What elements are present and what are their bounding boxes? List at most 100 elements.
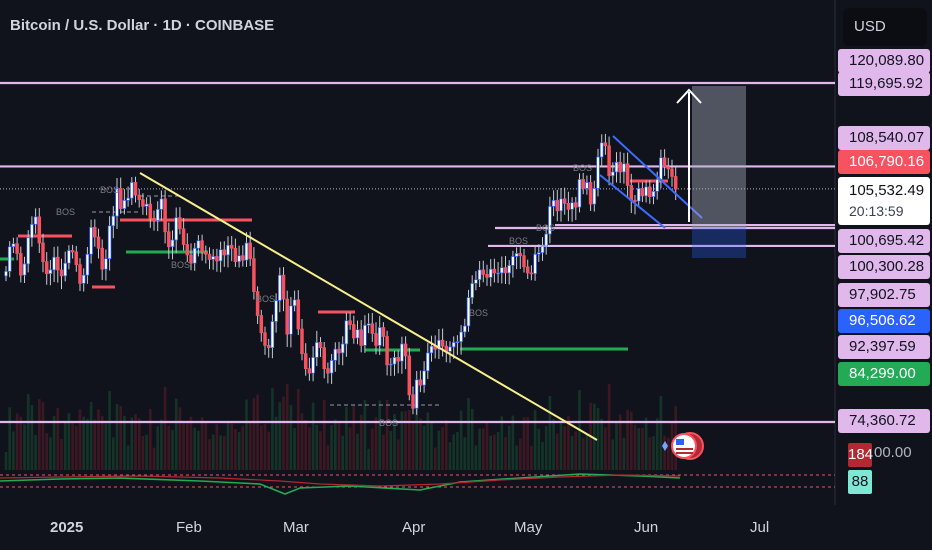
channel-upper-line [612,135,703,219]
candle-body [437,339,441,350]
bos-label: BOS [100,185,119,195]
candle-body [481,269,486,275]
volume-bar [411,422,415,470]
volume-bar [182,421,185,470]
volume-bar [504,437,507,470]
candle-body [618,161,622,173]
candle-body [189,254,193,264]
candle-body [226,244,230,256]
candle-body [96,236,101,249]
candle-body [67,250,71,264]
candle-body [37,216,42,244]
candle-body [52,256,56,271]
volume-bar [544,426,548,470]
candle-body [577,179,582,208]
candle-body [555,200,560,212]
volume-bar [67,413,71,470]
candle-body [673,176,678,190]
candle-body [159,198,164,210]
candle-body [4,271,8,277]
volume-bar [186,421,189,470]
volume-bar [219,435,222,470]
candle-body [89,226,93,255]
candle-body [222,249,227,256]
candle-body [463,325,467,333]
volume-bar [493,434,496,470]
currency-button[interactable]: USD [843,8,927,46]
volume-bar [89,402,93,470]
volume-bar [108,391,111,470]
candle-body [525,266,530,274]
candle-body [41,242,45,263]
candle-body [26,237,30,265]
time-label-feb: Feb [176,519,202,536]
candle-body [422,370,426,386]
candle-body [666,166,671,170]
candle-body [122,200,127,209]
volume-bar [363,400,367,470]
candle-body [322,347,326,369]
volume-bar [426,412,430,470]
time-label-mar: Mar [283,519,309,536]
volume-bar [452,434,455,470]
volume-bar [86,418,89,470]
time-label-2025: 2025 [50,519,84,536]
candle-body [152,217,156,221]
volume-bar [663,435,666,470]
candle-body [174,217,178,241]
candle-body [559,198,563,212]
candle-body [237,255,241,263]
candles [4,133,678,415]
volume-bar [618,414,622,470]
volume-bar [8,407,11,470]
volume-bar [519,438,522,470]
volume-bar [422,425,426,470]
volume-bar [104,423,108,470]
bos-label: BOS [573,163,592,173]
volume-bar [667,437,670,470]
volume-bar [485,422,489,470]
volume-bar [507,425,511,470]
candle-body [285,298,289,335]
price-tag: 100,695.42 [838,229,930,253]
volume-bar [30,405,34,470]
volume-bar [163,387,167,470]
volume-bar [63,421,67,470]
volume-bar [223,436,226,470]
volume-bar [611,439,615,470]
volume-bar [404,411,407,470]
volume-bar [156,426,159,470]
candle-body [259,315,264,334]
volume-bar [563,426,566,470]
volume-bar [234,429,237,470]
candle-body [130,182,134,199]
volume-bar [548,396,552,470]
candle-body [270,321,275,349]
volume-bar [559,423,563,470]
candle-body [570,202,574,210]
volume-bar [615,422,618,470]
candle-body [540,245,545,254]
volume-bar [267,431,270,470]
volume-bar [34,434,37,470]
candle-body [440,339,445,347]
volume-bar [308,427,311,470]
volume-bar [607,384,611,470]
candle-body [163,198,167,233]
candle-body [396,357,400,362]
volume-bar [482,428,485,470]
candle-body [311,357,315,374]
candle-body [426,352,430,372]
volume-bar [596,408,600,470]
volume-bar [248,422,252,470]
volume-bar [171,430,174,470]
volume-bar [419,418,422,470]
candle-body [403,343,408,357]
candle-body [659,157,663,180]
volume-bar [274,416,278,470]
volume-bar [130,417,134,470]
news-flag-icon [662,432,704,460]
volume-bar [112,437,115,470]
volume-bar [167,425,171,470]
